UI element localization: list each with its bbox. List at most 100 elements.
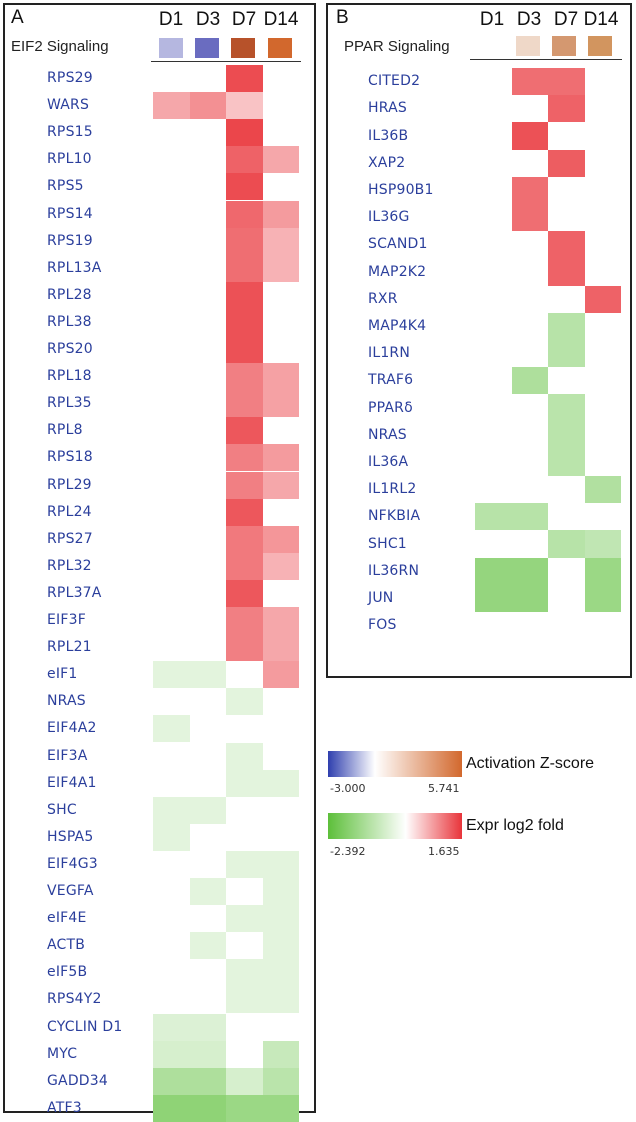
gene-label: WARS <box>47 97 90 114</box>
heatmap-cell <box>262 200 299 228</box>
heatmap-cell <box>226 959 263 987</box>
panel-letter: B <box>336 7 349 28</box>
pathway-title: EIF2 Signaling <box>11 38 109 55</box>
expression-title: Expr log2 fold <box>466 817 564 834</box>
gene-label: XAP2 <box>368 154 406 171</box>
heatmap-cell <box>511 68 548 96</box>
gene-label: IL36A <box>368 453 409 470</box>
gene-label: RPL8 <box>47 422 83 439</box>
gene-label: MYC <box>47 1045 78 1062</box>
gene-label: EIF4A1 <box>47 774 97 791</box>
heatmap-cell <box>226 579 263 607</box>
heatmap-cell <box>226 200 263 228</box>
gene-label: eIF4E <box>47 910 87 927</box>
gene-label: VEGFA <box>47 883 94 900</box>
heatmap-cell <box>262 525 299 553</box>
heatmap-cell <box>226 336 263 364</box>
heatmap-cell <box>153 1067 190 1095</box>
gene-label: NRAS <box>47 693 86 710</box>
gene-label: RPL10 <box>47 151 92 168</box>
heatmap-cell <box>262 254 299 282</box>
gene-label: EIF3F <box>47 612 86 629</box>
heatmap-cell <box>548 312 585 340</box>
heatmap-cell <box>262 769 299 797</box>
heatmap-cell <box>226 173 263 201</box>
pathway-title: PPAR Signaling <box>344 38 450 55</box>
expression-max: 1.635 <box>428 845 460 858</box>
heatmap-cell <box>584 557 621 585</box>
gene-label: JUN <box>368 589 394 606</box>
heatmap-cell <box>584 285 621 313</box>
gene-label: FOS <box>368 617 397 634</box>
gene-label: CITED2 <box>368 73 421 90</box>
heatmap-cell <box>226 119 263 147</box>
heatmap-cell <box>153 1013 190 1041</box>
gene-label: GADD34 <box>47 1072 109 1089</box>
heatmap-cell <box>226 417 263 445</box>
heatmap-cell <box>226 390 263 418</box>
heatmap-cell <box>226 634 263 662</box>
gene-label: NRAS <box>368 426 407 443</box>
gene-label: RPS5 <box>47 178 84 195</box>
heatmap-cell <box>511 584 548 612</box>
heatmap-cell <box>262 390 299 418</box>
day-label-d14: D14 <box>583 9 619 30</box>
gene-label: HRAS <box>368 100 407 117</box>
heatmap-cell <box>262 471 299 499</box>
heatmap-cell <box>548 530 585 558</box>
day-label-d14: D14 <box>263 9 299 30</box>
gene-label: RPL38 <box>47 313 92 330</box>
heatmap-cell <box>226 146 263 174</box>
day-label-d7: D7 <box>553 9 579 30</box>
heatmap-cell <box>153 715 190 743</box>
gene-label: RPL37A <box>47 584 102 601</box>
gene-label: SHC <box>47 801 77 818</box>
activation-zscore-min: -3.000 <box>330 782 366 795</box>
day-label-d7: D7 <box>231 9 257 30</box>
activation-zscore-max: 5.741 <box>428 782 460 795</box>
gene-label: ATF3 <box>47 1099 82 1116</box>
heatmap-cell <box>226 850 263 878</box>
heatmap-cell <box>475 557 512 585</box>
heatmap-cell <box>548 231 585 259</box>
gene-label: EIF3A <box>47 747 88 764</box>
gene-label: RPS14 <box>47 205 93 222</box>
heatmap-cell <box>262 959 299 987</box>
heatmap-cell <box>226 688 263 716</box>
header-rule <box>470 59 622 60</box>
expression-colorbar <box>328 813 462 839</box>
zscore-box-d3 <box>516 36 540 56</box>
heatmap-cell <box>226 769 263 797</box>
panel-letter: A <box>11 7 24 28</box>
gene-label: EIF4G3 <box>47 855 98 872</box>
heatmap-cell <box>226 607 263 635</box>
heatmap-cell <box>262 146 299 174</box>
heatmap-cell <box>153 92 190 120</box>
heatmap-cell <box>226 363 263 391</box>
gene-label: IL36B <box>368 127 409 144</box>
heatmap-cell <box>226 525 263 553</box>
gene-label: TRAF6 <box>368 372 414 389</box>
heatmap-cell <box>226 742 263 770</box>
gene-label: ACTB <box>47 937 86 954</box>
gene-label: RPS29 <box>47 70 93 87</box>
gene-label: HSP90B1 <box>368 181 434 198</box>
heatmap-cell <box>189 661 226 689</box>
heatmap-cell <box>262 878 299 906</box>
gene-label: RPS18 <box>47 449 93 466</box>
heatmap-cell <box>153 796 190 824</box>
gene-label: SCAND1 <box>368 236 428 253</box>
gene-label: RPS20 <box>47 341 93 358</box>
gene-label: HSPA5 <box>47 828 94 845</box>
gene-label: RPS4Y2 <box>47 991 102 1008</box>
heatmap-cell <box>548 149 585 177</box>
gene-label: NFKBIA <box>368 508 421 525</box>
gene-label: RPL21 <box>47 639 92 656</box>
heatmap-cell <box>153 823 190 851</box>
gene-label: RPS27 <box>47 530 93 547</box>
heatmap-cell <box>226 281 263 309</box>
heatmap-cell <box>548 258 585 286</box>
gene-label: MAP4K4 <box>368 317 427 334</box>
heatmap-cell <box>226 65 263 93</box>
heatmap-cell <box>548 421 585 449</box>
